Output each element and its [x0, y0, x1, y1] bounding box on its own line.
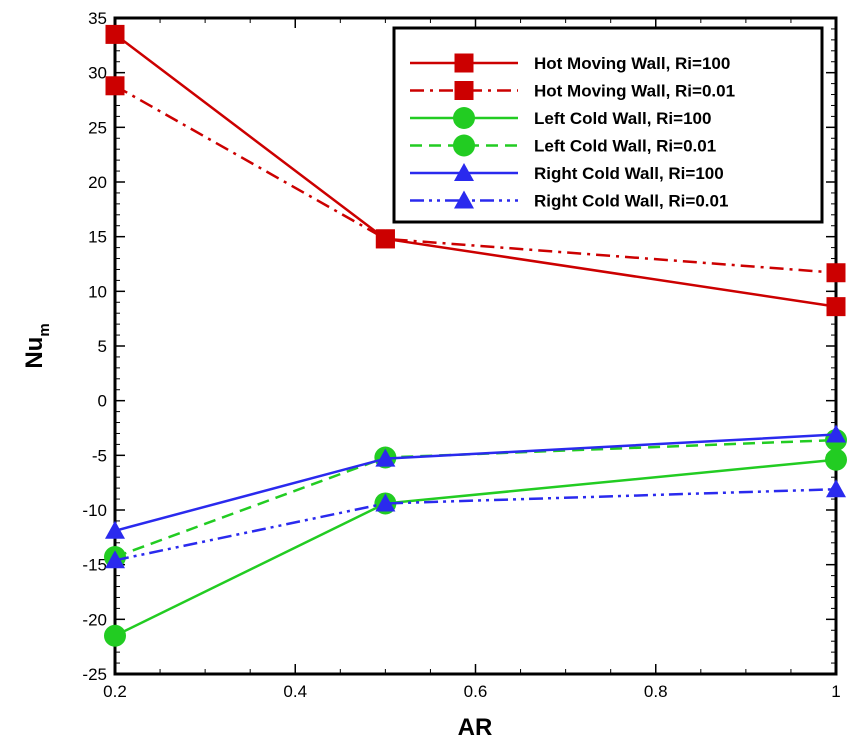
y-tick-label: -25 [82, 665, 107, 684]
legend-marker [453, 107, 475, 129]
legend-label: Left Cold Wall, Ri=0.01 [534, 137, 716, 156]
data-point [105, 24, 125, 44]
legend-entry: Hot Moving Wall, Ri=0.01 [410, 81, 735, 101]
y-tick-label: -15 [82, 556, 107, 575]
x-axis-title: AR [458, 714, 493, 741]
y-tick-label: 20 [88, 173, 107, 192]
series-2 [105, 76, 846, 283]
x-tick-label: 0.2 [103, 682, 127, 701]
data-point [826, 479, 846, 498]
legend-marker [454, 81, 474, 100]
x-tick-label: 0.6 [464, 682, 488, 701]
y-tick-label: -10 [82, 501, 107, 520]
legend-entry: Right Cold Wall, Ri=0.01 [410, 190, 728, 211]
legend-label: Hot Moving Wall, Ri=0.01 [534, 82, 735, 101]
data-point [375, 448, 396, 467]
series-layer [104, 24, 847, 647]
y-tick-label: 15 [88, 228, 107, 247]
legend-entry: Right Cold Wall, Ri=100 [410, 163, 724, 183]
data-point [105, 76, 125, 96]
data-point [826, 263, 846, 283]
y-tick-label: -20 [82, 610, 107, 629]
legend-entry: Hot Moving Wall, Ri=100 [410, 53, 730, 73]
legend-label: Left Cold Wall, Ri=100 [534, 109, 711, 128]
legend-marker [454, 163, 474, 181]
y-tick-label: 30 [88, 64, 107, 83]
series-4 [104, 429, 847, 569]
legend-marker [454, 190, 474, 209]
data-point [826, 297, 846, 317]
series-3 [104, 448, 847, 647]
x-tick-label: 0.4 [283, 682, 307, 701]
series-6 [105, 479, 846, 569]
data-point [104, 624, 126, 647]
legend: Hot Moving Wall, Ri=100 Hot Moving Wall, … [392, 26, 824, 224]
data-point [825, 448, 847, 471]
data-point [105, 520, 125, 539]
legend-label: Right Cold Wall, Ri=100 [534, 164, 724, 183]
data-point [105, 550, 125, 569]
legend-marker [454, 53, 474, 73]
y-axis-title-main: Nu [21, 337, 48, 369]
legend-entry: Left Cold Wall, Ri=100 [410, 107, 711, 129]
legend-label: Hot Moving Wall, Ri=100 [534, 54, 730, 73]
y-axis-title-subscript: m [36, 323, 53, 336]
series-line [114, 487, 837, 562]
y-tick-label: 35 [88, 9, 107, 28]
series-5 [105, 424, 846, 539]
data-point [375, 229, 395, 249]
series-line [114, 458, 837, 637]
data-point [826, 424, 846, 443]
y-tick-label: -5 [92, 446, 107, 465]
data-point [375, 493, 396, 512]
y-axis-title: Num [21, 323, 53, 368]
x-tick-label: 0.8 [644, 682, 668, 701]
x-tick-label: 1 [831, 682, 840, 701]
legend-entry: Left Cold Wall, Ri=0.01 [410, 134, 716, 157]
legend-marker [453, 134, 475, 157]
y-tick-label: 0 [98, 392, 107, 411]
y-tick-label: 25 [88, 118, 107, 137]
legend-label: Right Cold Wall, Ri=0.01 [534, 192, 728, 211]
y-tick-label: 10 [88, 282, 107, 301]
series-line [114, 438, 837, 559]
y-tick-label: 5 [98, 337, 107, 356]
axis-ticks: 0.2 0.4 0.6 0.8 1 -25 -20 -15 -10 -5 0 5 10 15 20 25 30 3… [82, 9, 840, 701]
